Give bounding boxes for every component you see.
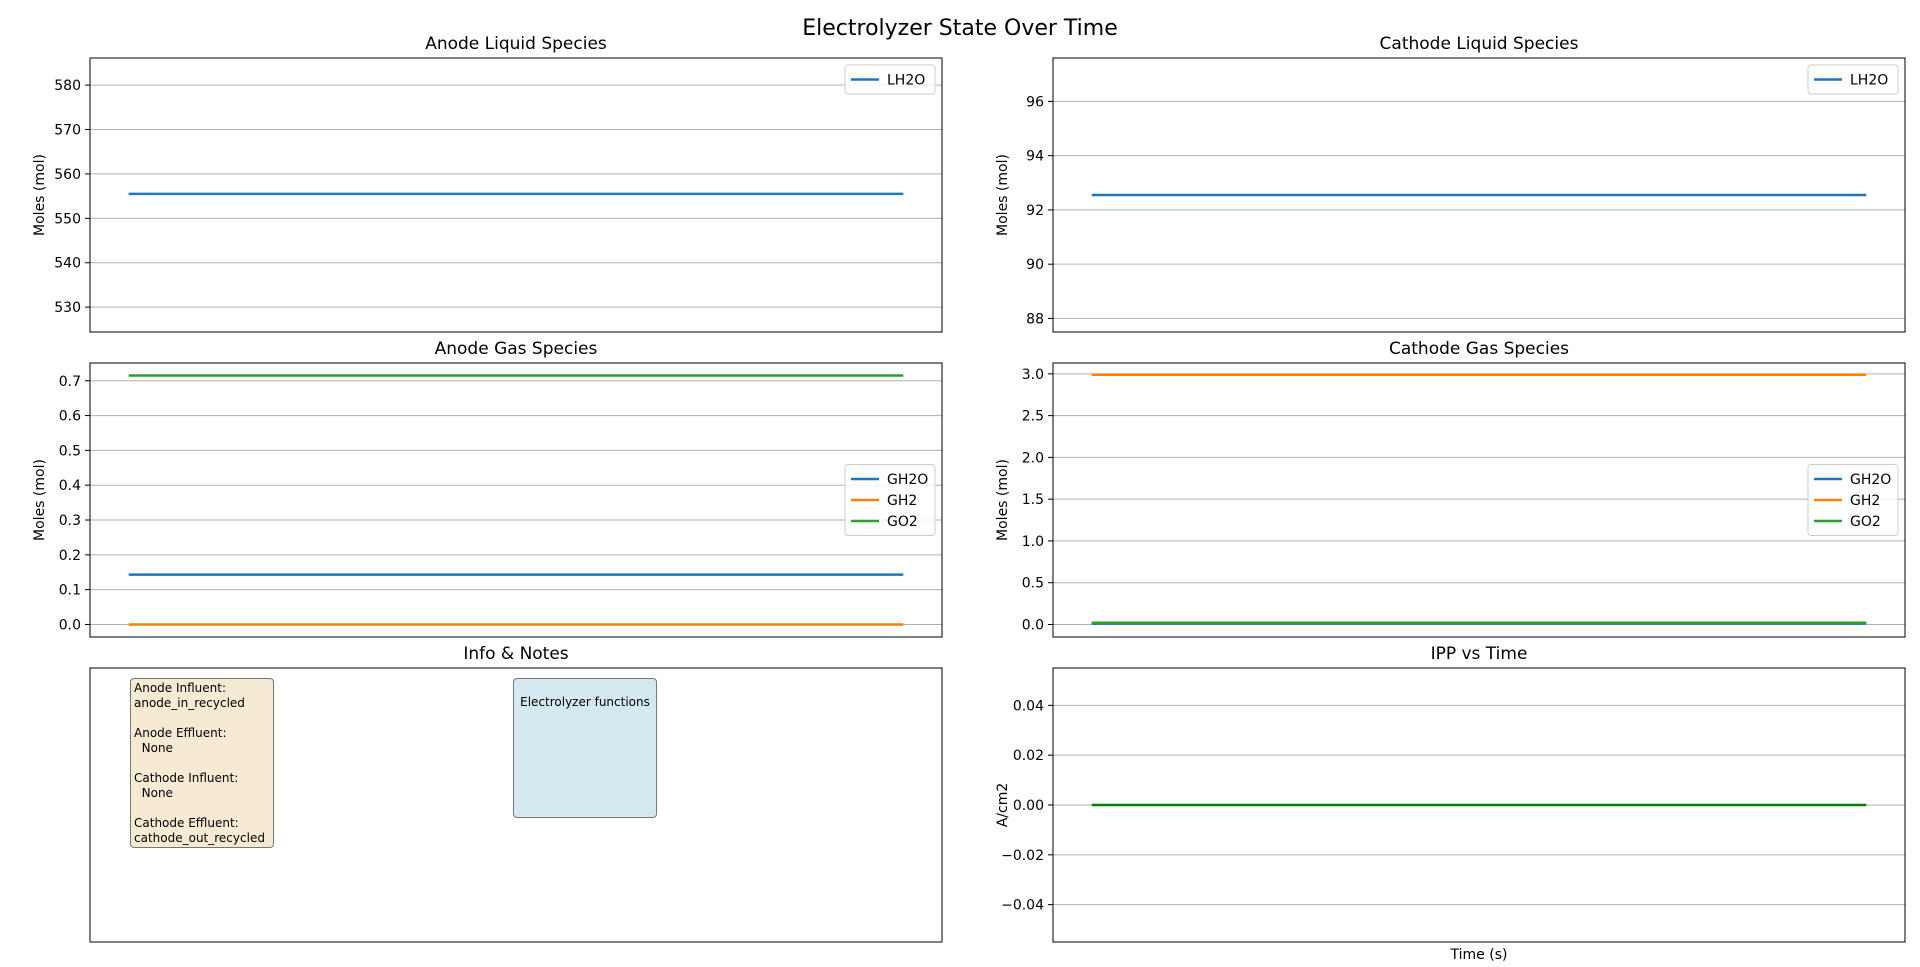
y-tick-label: 0.3: [59, 513, 81, 529]
y-axis-label: A/cm2: [995, 783, 1011, 828]
y-tick-label: 560: [54, 167, 81, 183]
plot-title: Cathode Gas Species: [1389, 339, 1569, 359]
plot-frame: [89, 362, 943, 638]
legend-label-gh2o: GH2O: [887, 472, 928, 488]
plot-frame: [89, 57, 943, 333]
info-panel: Info & Notes: [89, 644, 943, 943]
y-tick-label: 0.0: [59, 617, 81, 633]
y-tick-label: 0.02: [1013, 748, 1044, 764]
legend: GH2O GH2 GO2: [1807, 464, 1899, 536]
y-tick-label: 0.2: [59, 548, 81, 564]
y-tick-label: 570: [54, 122, 81, 138]
y-tick-label: 96: [1026, 94, 1044, 110]
plot-cathode-liquid: Cathode Liquid Species 88 90 92 94 96 Moles (m…: [995, 34, 1906, 333]
y-tick-label: 540: [54, 256, 81, 272]
legend-label-lh2o: LH2O: [887, 73, 925, 89]
x-axis-label: Time (s): [1450, 947, 1508, 963]
y-tick-label: 0.0: [1022, 617, 1044, 633]
functions-note: Electrolyzer functions: [513, 678, 657, 818]
plot-title: Anode Liquid Species: [425, 34, 607, 54]
legend-box: [1807, 64, 1899, 95]
y-tick-label: 2.5: [1022, 409, 1044, 425]
legend-label-go2: GO2: [887, 514, 918, 530]
figure-title: Electrolyzer State Over Time: [802, 16, 1118, 41]
y-tick-label: 0.00: [1013, 798, 1044, 814]
plot-anode-liquid: Anode Liquid Species 530 540 550 560 570 580 Mo…: [32, 34, 943, 333]
y-tick-label: 1.0: [1022, 534, 1044, 550]
y-tick-label: 90: [1026, 257, 1044, 273]
y-axis-label: Moles (mol): [995, 459, 1011, 541]
y-tick-label: 0.04: [1013, 698, 1044, 714]
legend-label-gh2: GH2: [1850, 493, 1880, 509]
legend: LH2O: [1807, 64, 1899, 95]
y-tick-label: 550: [54, 211, 81, 227]
plot-ipp-time: IPP vs Time −0.04 −0.02 0.00 0.02 0.04 A/cm2 Ti…: [995, 644, 1906, 963]
plot-title: Anode Gas Species: [435, 339, 598, 359]
y-tick-label: 3.0: [1022, 367, 1044, 383]
y-tick-label: 0.1: [59, 583, 81, 599]
y-axis-label: Moles (mol): [32, 459, 48, 541]
y-tick-label: 1.5: [1022, 492, 1044, 508]
y-tick-label: 0.6: [59, 409, 81, 425]
y-axis-label: Moles (mol): [32, 154, 48, 236]
y-tick-label: 92: [1026, 203, 1044, 219]
plot-frame: [1052, 57, 1906, 333]
legend-label-gh2: GH2: [887, 493, 917, 509]
y-tick-label: 530: [54, 300, 81, 316]
info-panel-title: Info & Notes: [463, 644, 568, 664]
y-tick-label: −0.04: [1001, 898, 1044, 914]
y-tick-label: 94: [1026, 149, 1044, 165]
y-axis-label: Moles (mol): [995, 154, 1011, 236]
plot-anode-gas: Anode Gas Species 0.0 0.1 0.2 0.3 0.4 0.5 0.6 0.…: [32, 339, 943, 638]
y-tick-label: 88: [1026, 311, 1044, 327]
legend-box: [844, 64, 936, 95]
plot-title: Cathode Liquid Species: [1380, 34, 1579, 54]
legend-label-gh2o: GH2O: [1850, 472, 1891, 488]
y-tick-label: 2.0: [1022, 450, 1044, 466]
info-panel-frame: [89, 667, 943, 943]
plot-frame: [1052, 667, 1906, 943]
legend-label-lh2o: LH2O: [1850, 73, 1888, 89]
y-tick-label: 0.4: [59, 478, 81, 494]
legend: GH2O GH2 GO2: [844, 464, 936, 536]
y-tick-label: 0.5: [59, 443, 81, 459]
streams-note: Anode Influent: anode_in_recycled Anode …: [130, 678, 274, 848]
legend-box: [844, 464, 936, 536]
plot-frame: [1052, 362, 1906, 638]
y-tick-label: 0.5: [1022, 576, 1044, 592]
y-tick-label: 580: [54, 78, 81, 94]
plot-cathode-gas: Cathode Gas Species 0.0 0.5 1.0 1.5 2.0 2.5 3.0…: [995, 339, 1906, 638]
legend-label-go2: GO2: [1850, 514, 1881, 530]
plot-title: IPP vs Time: [1431, 644, 1528, 664]
y-tick-label: 0.7: [59, 374, 81, 390]
y-tick-label: −0.02: [1001, 848, 1044, 864]
legend-box: [1807, 464, 1899, 536]
legend: LH2O: [844, 64, 936, 95]
